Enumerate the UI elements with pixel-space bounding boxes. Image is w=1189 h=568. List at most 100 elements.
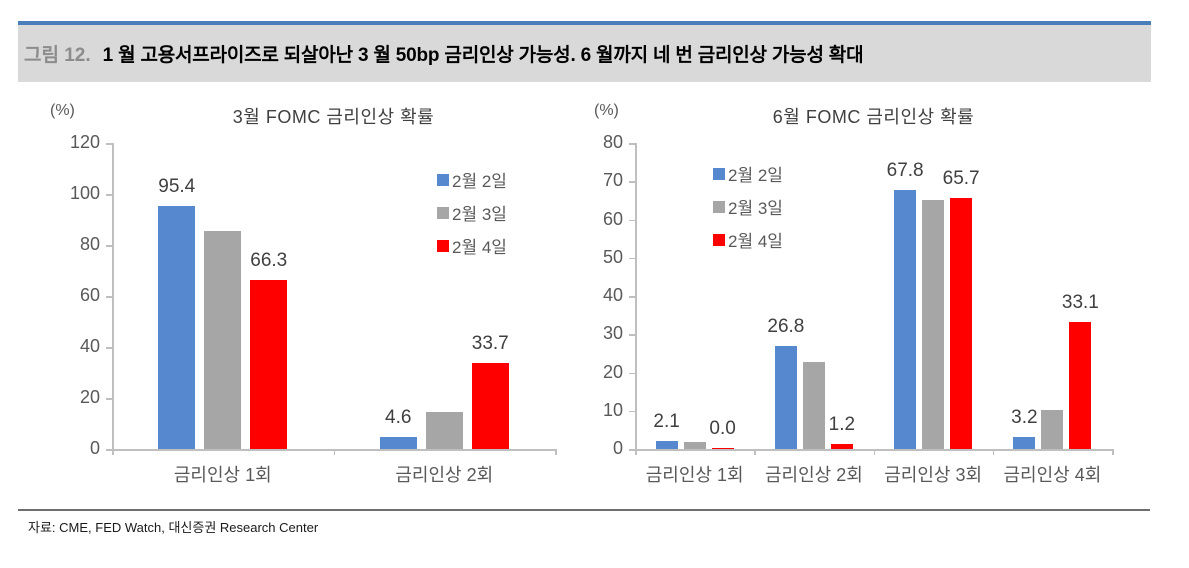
bar (250, 279, 288, 449)
y-axis-tick (106, 194, 112, 196)
legend-item: 2월 2일 (713, 157, 783, 190)
legend-label: 2월 2일 (452, 172, 507, 191)
y-axis-tick (629, 334, 635, 336)
bar (950, 197, 973, 449)
legend-label: 2월 2일 (728, 166, 783, 185)
legend-swatch-icon (437, 206, 449, 219)
y-axis-tick-label: 30 (602, 323, 623, 344)
y-axis-tick-label: 50 (602, 246, 623, 267)
bar-value-label: 33.7 (471, 333, 509, 355)
y-axis-tick-label: 0 (612, 438, 623, 458)
x-axis-tick (112, 449, 114, 455)
y-axis-tick-label: 20 (602, 361, 623, 382)
bar (683, 442, 706, 449)
bar (655, 440, 678, 449)
legend-item: 2월 2일 (437, 163, 507, 196)
y-axis-tick (629, 296, 635, 298)
y-axis-tick-label: 0 (89, 438, 100, 458)
legend-item: 2월 3일 (437, 196, 507, 229)
y-axis-tick-label: 100 (69, 183, 100, 203)
legend-item: 2월 4일 (713, 223, 783, 256)
y-axis-tick-label: 80 (602, 132, 623, 152)
plot-area: 0 20 40 60 80 100 120 95.4 66.3 금리인상 1회 4.6 33.7 금리인… (0, 95, 580, 500)
figure-footer: 자료: CME, FED Watch, 대신증권 Research Center (18, 509, 1150, 536)
y-axis-tick-label: 20 (79, 387, 100, 407)
bar (922, 199, 945, 449)
bar-value-label: 95.4 (158, 175, 196, 197)
y-axis-tick (629, 219, 635, 221)
bar (1013, 436, 1036, 449)
legend-swatch-icon (713, 200, 725, 213)
x-axis-tick (555, 449, 557, 455)
bar (204, 230, 242, 449)
x-axis-tick (754, 449, 756, 455)
category-label: 금리인상 3회 (884, 465, 983, 485)
y-axis-tick-label: 10 (602, 399, 623, 420)
legend-swatch-icon (437, 239, 449, 252)
legend: 2월 2일 2월 3일 2월 4일 (713, 157, 783, 256)
bar-value-label: 65.7 (942, 167, 980, 189)
bar (894, 189, 917, 449)
bar-value-label: 66.3 (250, 249, 288, 271)
category-label: 금리인상 2회 (764, 465, 863, 485)
y-axis-tick-label: 70 (602, 170, 623, 191)
bar (471, 363, 509, 449)
figure-header-text: 그림 12. 1 월 고용서프라이즈로 되살아난 3 월 50bp 금리인상 가능… (18, 25, 1151, 67)
y-axis-tick (106, 245, 112, 247)
bar (425, 412, 463, 449)
bar (774, 346, 797, 449)
legend: 2월 2일 2월 3일 2월 4일 (437, 163, 507, 262)
legend-swatch-icon (713, 233, 725, 246)
y-axis-unit-label: (%) (594, 102, 619, 119)
x-axis-tick (873, 449, 875, 455)
y-axis-tick (106, 143, 112, 145)
bar-value-label: 3.2 (1011, 406, 1038, 428)
bar-value-label: 67.8 (886, 159, 924, 181)
chart-march-fomc-probability: (%) 3월 FOMC 금리인상 확률 0 20 40 60 80 100 120 95.4 6… (0, 95, 580, 500)
x-axis-tick (1112, 449, 1114, 455)
legend-item: 2월 3일 (713, 190, 783, 223)
category-label: 금리인상 2회 (395, 465, 494, 485)
category-label: 금리인상 1회 (645, 465, 744, 485)
y-axis-tick (629, 143, 635, 145)
bar-value-label: 1.2 (828, 414, 856, 436)
y-axis-tick-label: 60 (79, 285, 100, 305)
legend-label: 2월 4일 (452, 238, 507, 257)
y-axis-tick-label: 40 (79, 336, 100, 356)
x-axis-tick (992, 449, 995, 455)
y-axis-tick (629, 410, 635, 413)
chart-title: 3월 FOMC 금리인상 확률 (232, 107, 435, 127)
bar-value-label: 26.8 (767, 316, 805, 338)
y-axis-unit-label: (%) (50, 102, 75, 119)
legend-swatch-icon (437, 173, 449, 186)
figure-title: 1 월 고용서프라이즈로 되살아난 3 월 50bp 금리인상 가능성. 6 월… (102, 45, 864, 66)
bar (1041, 409, 1064, 449)
bar (802, 361, 825, 449)
legend-item: 2월 4일 (437, 229, 507, 262)
bar-value-label: 0.0 (709, 417, 736, 439)
y-axis-tick (629, 257, 635, 260)
legend-label: 2월 4일 (728, 232, 783, 251)
bar (379, 437, 417, 449)
plot-area: 0 10 20 30 40 50 60 70 80 2.1 0.0 금리인상 1회 26.8 1.2 금리인… (580, 95, 1189, 500)
category-label: 금리인상 4회 (1003, 465, 1102, 485)
legend-label: 2월 3일 (452, 205, 507, 224)
legend-swatch-icon (713, 167, 725, 180)
source-text: 자료: CME, FED Watch, 대신증권 Research Center (28, 520, 319, 535)
chart-june-fomc-probability: (%) 6월 FOMC 금리인상 확률 0 10 20 30 40 50 60 70 80 2.1… (580, 95, 1189, 500)
chart-title: 6월 FOMC 금리인상 확률 (772, 107, 975, 127)
figure-number: 그림 12. (24, 45, 91, 66)
bar (1069, 322, 1092, 449)
bar-value-label: 33.1 (1061, 292, 1099, 314)
bar (711, 447, 734, 449)
y-axis-tick-label: 40 (602, 285, 623, 305)
y-axis-tick (629, 372, 635, 374)
y-axis-line (635, 143, 637, 449)
y-axis-tick (106, 449, 112, 451)
category-label: 금리인상 1회 (173, 465, 272, 485)
y-axis-tick-label: 120 (69, 132, 100, 152)
y-axis-tick (106, 296, 112, 298)
x-axis-tick (333, 449, 335, 455)
bar (158, 205, 196, 449)
